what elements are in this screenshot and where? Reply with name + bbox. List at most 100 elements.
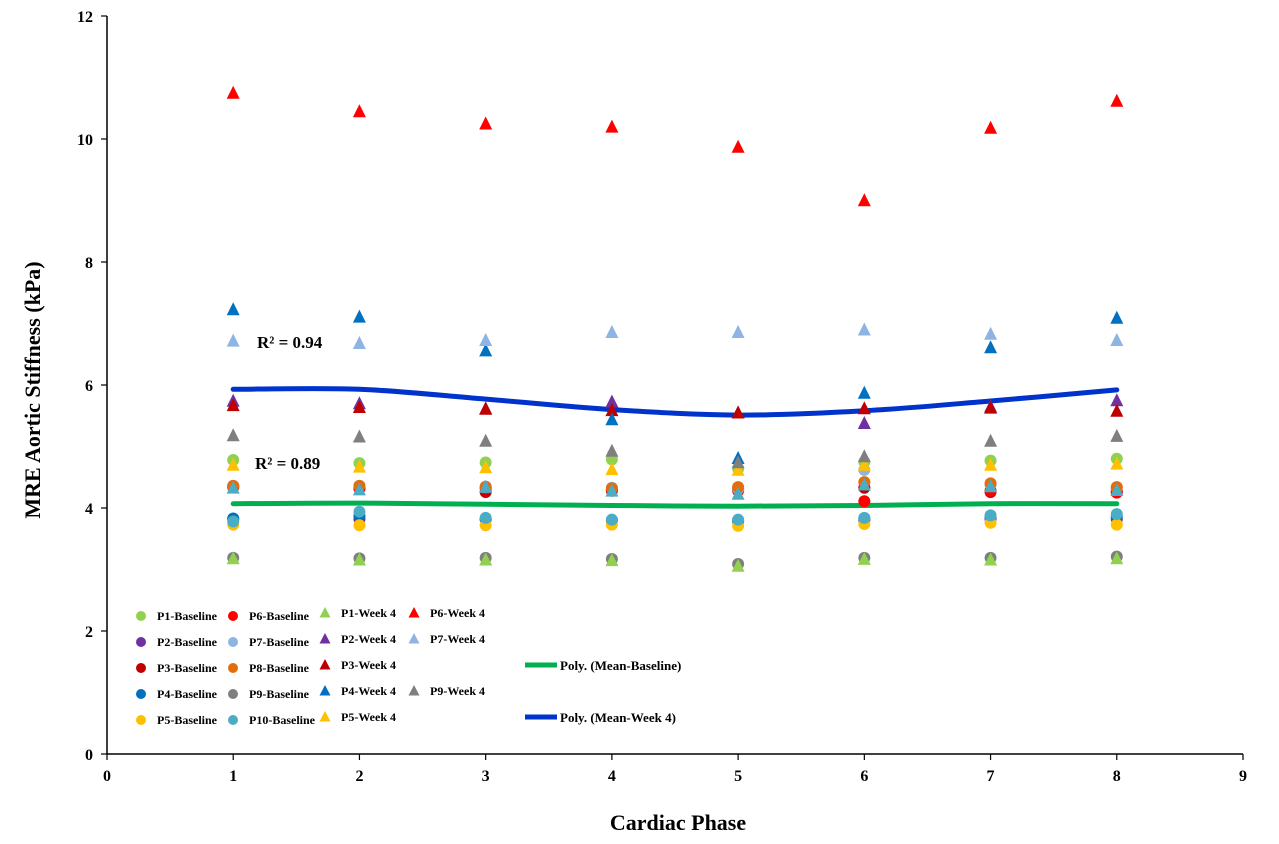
data-point — [1110, 508, 1123, 521]
data-point — [352, 104, 366, 118]
data-point — [1110, 551, 1124, 565]
data-point — [226, 398, 240, 412]
x-tick-label: 1 — [229, 768, 237, 785]
legend-item-p3-baseline: P3-Baseline — [136, 661, 218, 675]
data-point — [226, 302, 240, 316]
legend-item-p2-week-4: P2-Week 4 — [319, 632, 396, 646]
data-point — [857, 551, 871, 565]
y-tick-label: 0 — [85, 747, 93, 764]
data-point — [1110, 456, 1124, 470]
legend-marker — [408, 685, 420, 696]
y-tick-label: 12 — [77, 9, 93, 26]
legend-label: P6-Week 4 — [430, 606, 485, 620]
series-p5-week-4 — [226, 456, 1124, 476]
series-p4-week-4 — [226, 302, 1124, 464]
data-point — [479, 552, 493, 566]
legend-label: P4-Week 4 — [341, 684, 396, 698]
legend-label: P3-Week 4 — [341, 658, 396, 672]
legend-item-p2-baseline: P2-Baseline — [136, 635, 218, 649]
data-point — [1110, 93, 1124, 107]
data-point — [479, 116, 493, 130]
data-point — [226, 333, 240, 347]
data-point — [1110, 333, 1124, 346]
data-point — [731, 405, 745, 419]
series-p10-baseline — [227, 505, 1123, 528]
data-point — [731, 486, 745, 500]
x-tick-label: 0 — [103, 768, 111, 785]
data-point — [605, 483, 619, 497]
y-axis-title: MRE Aortic Stiffness (kPa) — [20, 261, 45, 518]
legend-marker — [228, 715, 238, 725]
data-point — [984, 340, 998, 354]
legend-marker — [136, 663, 146, 673]
data-point — [731, 462, 745, 476]
x-tick-label: 9 — [1239, 768, 1247, 785]
data-point — [605, 119, 619, 133]
legend-item-poly-mean-baseline: Poly. (Mean-Baseline) — [525, 658, 681, 673]
data-point — [732, 513, 745, 526]
data-point — [984, 552, 998, 566]
data-point — [352, 309, 366, 323]
data-point — [857, 477, 871, 491]
data-point — [605, 394, 619, 408]
data-point — [479, 343, 493, 357]
legend-item-p1-week-4: P1-Week 4 — [319, 606, 396, 620]
legend-marker — [228, 663, 238, 673]
y-tick-label: 8 — [85, 255, 93, 272]
data-point — [1110, 393, 1124, 407]
data-point — [984, 120, 998, 134]
data-point — [227, 515, 240, 528]
data-point — [1110, 518, 1123, 531]
data-point-layer — [226, 85, 1124, 572]
data-point — [731, 325, 745, 338]
data-point — [984, 400, 998, 414]
data-point — [1110, 310, 1124, 324]
data-point — [984, 433, 998, 447]
legend-label: P8-Baseline — [249, 661, 310, 675]
annotation-layer: R² = 0.94 R² = 0.89 — [255, 333, 323, 473]
data-point — [352, 552, 366, 566]
legend: P1-Baseline P2-Baseline P3-Baseline P4-Base… — [136, 606, 681, 727]
legend-marker — [136, 689, 146, 699]
legend-label: P4-Baseline — [157, 687, 218, 701]
data-point — [479, 401, 493, 415]
data-point — [1110, 428, 1124, 442]
data-point — [857, 457, 871, 471]
legend-item-p1-baseline: P1-Baseline — [136, 609, 218, 623]
legend-marker — [319, 633, 331, 644]
legend-item-p9-baseline: P9-Baseline — [228, 687, 310, 701]
data-point — [731, 139, 745, 153]
legend-label: P5-Week 4 — [341, 710, 396, 724]
data-point — [226, 85, 240, 99]
data-point — [605, 412, 619, 426]
legend-marker — [136, 715, 146, 725]
x-tick-label: 6 — [860, 768, 868, 785]
data-point — [226, 480, 240, 494]
legend-label: P2-Baseline — [157, 635, 218, 649]
data-point — [479, 460, 493, 474]
y-tick-label: 2 — [85, 624, 93, 641]
r-squared-week4: R² = 0.94 — [257, 333, 323, 352]
legend-marker — [319, 685, 331, 696]
series-p3-week-4 — [226, 398, 1124, 419]
data-point — [353, 505, 366, 518]
legend-label: P3-Baseline — [157, 661, 218, 675]
legend-label: P6-Baseline — [249, 609, 310, 623]
legend-item-p4-baseline: P4-Baseline — [136, 687, 218, 701]
legend-marker — [408, 607, 420, 618]
legend-label: P9-Week 4 — [430, 684, 485, 698]
data-point — [605, 513, 618, 526]
data-point — [479, 433, 493, 447]
legend-item-p6-baseline: P6-Baseline — [228, 609, 310, 623]
data-point — [1110, 403, 1124, 417]
series-p1-week-4 — [226, 551, 1124, 572]
x-tick-label: 4 — [608, 768, 616, 785]
legend-item-poly-mean-week-4: Poly. (Mean-Week 4) — [525, 710, 676, 725]
x-axis-title: Cardiac Phase — [610, 810, 747, 835]
legend-item-p5-baseline: P5-Baseline — [136, 713, 218, 727]
data-point — [226, 551, 240, 565]
legend-item-p4-week-4: P4-Week 4 — [319, 684, 396, 698]
data-point — [857, 385, 871, 399]
data-point — [226, 428, 240, 442]
legend-marker — [136, 637, 146, 647]
